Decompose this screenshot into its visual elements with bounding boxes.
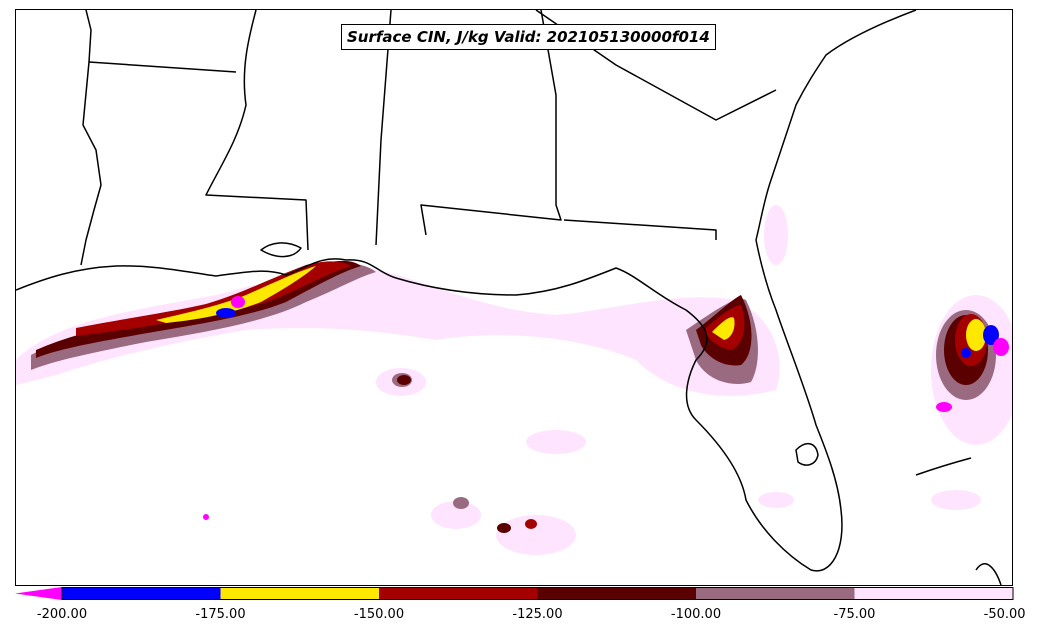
shading-patch <box>216 308 236 318</box>
cin-blue-shading <box>216 308 999 358</box>
shading-patch <box>231 296 245 308</box>
colorbar-bins <box>62 587 1013 600</box>
state-line-alabama-georgia <box>420 10 562 236</box>
atlantic-coastline <box>755 10 917 241</box>
shading-patch <box>764 205 788 265</box>
state-line-texas-louisiana <box>80 10 102 266</box>
colorbar-bin <box>62 587 221 600</box>
shading-patch <box>397 375 411 385</box>
lake-pontchartrain <box>260 242 302 258</box>
shading-patch <box>966 319 986 351</box>
shading-patch <box>496 515 576 555</box>
cin-yellow-shading <box>156 266 986 351</box>
shading-patch <box>497 523 511 533</box>
shading-patch <box>931 490 981 510</box>
coastal-yellow-band <box>156 266 316 323</box>
colorbar-tick-label: -150.00 <box>353 607 405 622</box>
colorbar-tick-label: -200.00 <box>36 607 88 622</box>
colorbar-outline <box>61 587 1014 600</box>
shading-patch <box>993 338 1009 356</box>
state-line-louisiana-mississippi <box>205 10 309 251</box>
bahamas-outline <box>915 457 972 476</box>
colorbar <box>15 587 1014 600</box>
cin-darkred-shading <box>36 260 988 533</box>
lake-okeechobee <box>795 443 819 466</box>
colorbar-bin <box>854 587 1013 600</box>
map-title: Surface CIN, J/kg Valid: 202105130000f01… <box>341 24 716 50</box>
colorbar-extend-arrow <box>15 587 62 600</box>
florida-yellow-patch <box>712 317 735 340</box>
colorbar-tick-label: -50.00 <box>983 607 1026 622</box>
colorbar-bin <box>696 587 855 600</box>
colorbar-tick-label: -100.00 <box>670 607 722 622</box>
shading-patch <box>431 501 481 529</box>
colorbar-tick-label: -125.00 <box>512 607 563 622</box>
bahamas-outline <box>975 563 1002 585</box>
shading-patch <box>961 348 971 358</box>
colorbar-tick-label: -175.00 <box>195 607 246 622</box>
cin-magenta-shading <box>203 296 1009 520</box>
state-line-georgia-florida <box>563 219 717 240</box>
shading-patch <box>525 519 537 529</box>
state-line-mississippi-alabama <box>375 10 392 246</box>
shading-patch <box>203 514 209 520</box>
colorbar-bin <box>379 587 538 600</box>
map-canvas <box>16 10 1012 585</box>
state-line-arkansas-louisiana <box>88 61 237 73</box>
cin-light-shading <box>16 205 1012 555</box>
cin-mauve-shading <box>31 263 996 509</box>
gulf-coastline <box>16 239 843 572</box>
colorbar-bin <box>220 587 379 600</box>
shading-patch <box>453 497 469 509</box>
colorbar-tick-label: -75.00 <box>833 607 876 622</box>
shading-patch <box>983 325 999 345</box>
map-panel: Surface CIN, J/kg Valid: 202105130000f01… <box>15 9 1013 586</box>
shading-patch <box>936 402 952 412</box>
coastal-shading-band <box>16 267 780 396</box>
shading-patch <box>526 430 586 454</box>
colorbar-bin <box>537 587 696 600</box>
boundaries <box>16 10 1002 585</box>
shading-patch <box>758 492 794 508</box>
